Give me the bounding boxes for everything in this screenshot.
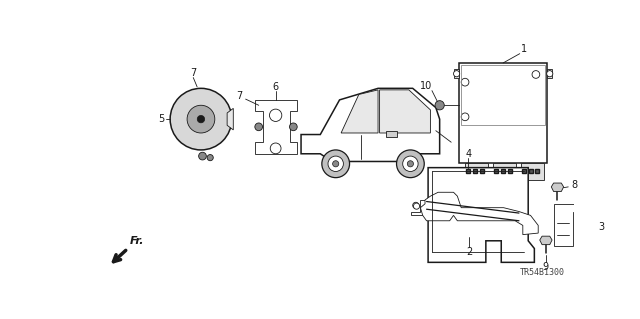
Text: 4: 4 <box>465 149 471 159</box>
Text: 7: 7 <box>236 91 243 101</box>
Circle shape <box>322 150 349 178</box>
Text: 3: 3 <box>598 222 604 232</box>
Circle shape <box>435 101 444 110</box>
Circle shape <box>547 70 553 77</box>
Bar <box>454 69 459 78</box>
Polygon shape <box>411 200 427 215</box>
Circle shape <box>403 156 418 172</box>
Circle shape <box>270 143 281 154</box>
Text: TR54B1300: TR54B1300 <box>520 268 565 277</box>
Text: 6: 6 <box>273 82 278 92</box>
Text: 2: 2 <box>466 247 472 256</box>
Text: 5: 5 <box>158 114 164 124</box>
Circle shape <box>532 70 540 78</box>
Polygon shape <box>540 236 552 245</box>
Circle shape <box>333 161 339 167</box>
Circle shape <box>198 152 206 160</box>
Bar <box>386 131 397 137</box>
Bar <box>520 163 543 180</box>
Circle shape <box>207 154 213 161</box>
Circle shape <box>170 88 232 150</box>
Text: 1: 1 <box>520 44 527 54</box>
Polygon shape <box>420 192 538 235</box>
Polygon shape <box>341 90 378 133</box>
Polygon shape <box>227 108 234 130</box>
Circle shape <box>461 78 469 86</box>
Polygon shape <box>380 90 431 133</box>
Bar <box>547 69 552 78</box>
Polygon shape <box>301 88 440 161</box>
Polygon shape <box>554 204 588 246</box>
Polygon shape <box>428 168 534 262</box>
Circle shape <box>187 105 215 133</box>
Text: 8: 8 <box>572 180 577 190</box>
Bar <box>493 163 516 180</box>
Circle shape <box>454 70 460 77</box>
Circle shape <box>269 109 282 122</box>
Text: Fr.: Fr. <box>130 236 145 246</box>
Circle shape <box>461 113 469 121</box>
Text: 10: 10 <box>420 81 433 91</box>
Bar <box>465 163 488 180</box>
Text: 9: 9 <box>543 262 549 272</box>
Circle shape <box>397 150 424 178</box>
Circle shape <box>407 161 413 167</box>
Polygon shape <box>255 100 297 154</box>
Text: 7: 7 <box>190 68 196 78</box>
Bar <box>461 65 545 125</box>
Circle shape <box>255 123 262 131</box>
Circle shape <box>289 123 297 131</box>
Polygon shape <box>551 183 564 191</box>
Circle shape <box>413 202 419 208</box>
Circle shape <box>328 156 344 172</box>
Bar <box>459 63 547 163</box>
Circle shape <box>197 115 205 123</box>
Circle shape <box>413 203 420 209</box>
